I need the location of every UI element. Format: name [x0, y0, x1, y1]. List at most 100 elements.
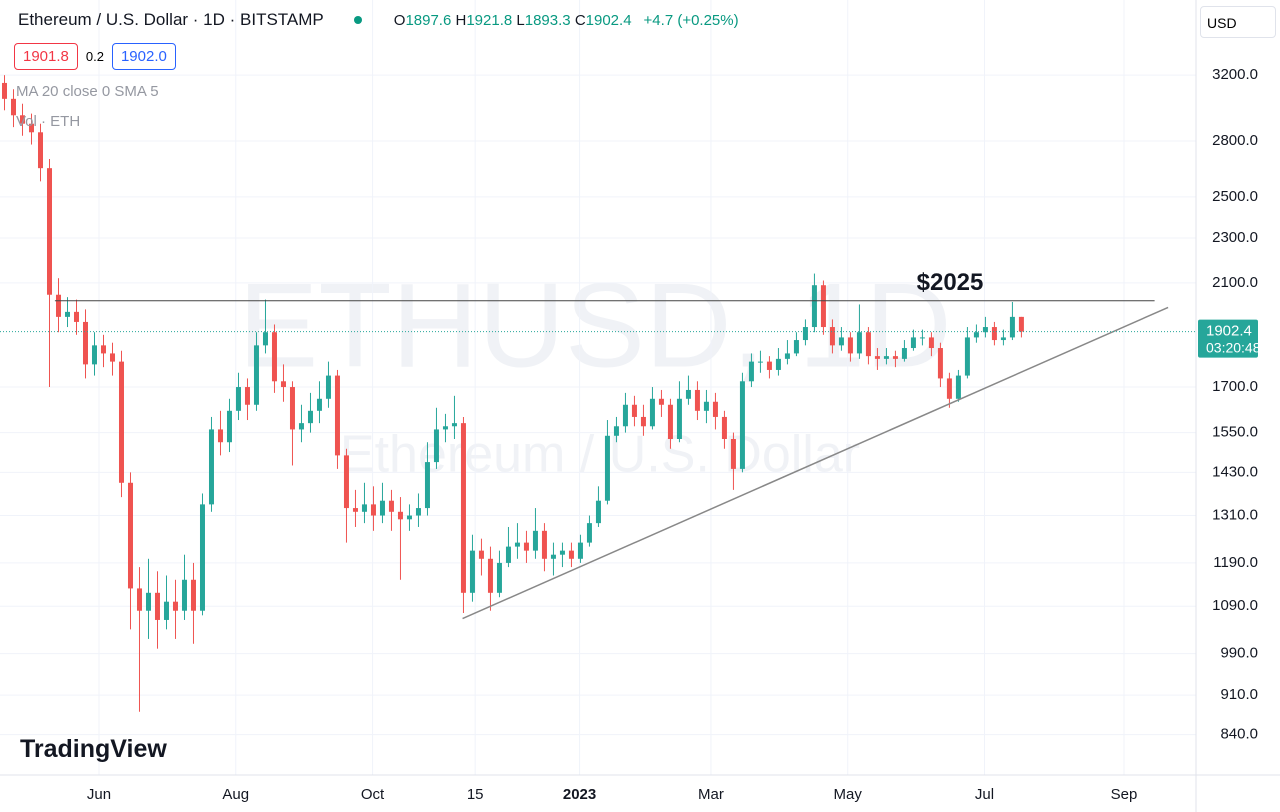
ohlc-value: 1897.6 [405, 11, 452, 29]
candle-body [838, 337, 844, 346]
last-price-tag [1198, 319, 1258, 358]
market-status [353, 16, 362, 24]
candle-body [757, 361, 763, 363]
currency-select[interactable]: USD [1200, 6, 1276, 38]
candle-body [280, 381, 286, 388]
y-tick-label: 1090.0 [1212, 597, 1258, 614]
y-tick-label: 910.0 [1220, 686, 1258, 703]
candle-body [739, 381, 745, 469]
ohlc-key: O [393, 11, 406, 29]
candle-body [163, 601, 169, 620]
symbol[interactable]: Ethereum / U.S. Dollar · 1D · BITSTAMP [18, 10, 324, 29]
x-tick-label: Mar [698, 786, 724, 803]
y-tick-label: 1700.0 [1212, 378, 1258, 395]
candle-body [946, 378, 952, 399]
candle-body [586, 523, 592, 543]
y-tick-label: 1310.0 [1212, 507, 1258, 524]
candle-body [865, 332, 871, 357]
spread: 0.2 [85, 49, 104, 64]
candle-body [397, 511, 403, 520]
candle-body [388, 500, 394, 512]
candle-body [568, 550, 574, 559]
candle-body [910, 337, 916, 349]
candle-body [82, 321, 88, 365]
candle-body [442, 426, 448, 430]
candle-body [613, 426, 619, 436]
candle-body [892, 356, 898, 359]
ohlc: O1897.6 H1921.8 L1893.3 C1902.4 [394, 12, 632, 29]
x-tick-label: Aug [222, 786, 249, 803]
candle-body [775, 358, 781, 370]
candle-body [37, 132, 43, 169]
candle-body [694, 389, 700, 411]
candle-body [100, 345, 106, 354]
indicator[interactable]: Vol · ETH [16, 113, 81, 130]
candle-body [1018, 316, 1024, 332]
candle-body [703, 401, 709, 411]
candle-body [352, 508, 358, 512]
candle-body [928, 337, 934, 349]
watermark-name: Ethereum / U.S. Dollar [340, 426, 860, 484]
countdown: 03:20:48 [1206, 339, 1261, 355]
candle-body [91, 345, 97, 365]
candle-body [541, 530, 547, 559]
candle-body [829, 327, 835, 346]
candle-body [73, 311, 79, 322]
candle-body [127, 482, 133, 589]
ohlc-key: C [574, 11, 586, 29]
y-tick-label: 1190.0 [1213, 554, 1258, 571]
candle-body [604, 435, 610, 501]
ohlc-key: H [455, 11, 467, 29]
candle-body [118, 361, 124, 483]
ohlc-value: 1893.3 [524, 11, 571, 29]
candle-body [361, 504, 367, 512]
header: Ethereum / U.S. Dollar · 1D · BITSTAMP O… [18, 10, 739, 30]
candle-body [631, 404, 637, 417]
x-tick-label: Sep [1111, 786, 1138, 803]
candle-body [883, 356, 889, 359]
resistance-label: $2025 [917, 269, 984, 296]
candle-body [370, 504, 376, 516]
candle-body [136, 588, 142, 611]
quote: 1901.8 0.2 1902.0 [14, 43, 176, 70]
candle-body [667, 404, 673, 439]
candle-body [208, 429, 214, 505]
candle-body [811, 285, 817, 328]
y-tick-label: 2100.0 [1212, 274, 1258, 291]
candle-body [289, 387, 295, 430]
candle-body [820, 285, 826, 328]
candle-body [973, 332, 979, 338]
ohlc-value: 1921.8 [466, 11, 513, 29]
logo: TradingView [20, 735, 167, 763]
candle-body [46, 168, 52, 295]
x-tick-label: Jun [87, 786, 111, 803]
candle-body [955, 375, 961, 399]
buy-button[interactable]: 1902.0 [111, 43, 176, 70]
candle-body [802, 327, 808, 341]
candle-body [316, 398, 322, 411]
last-price-label: 1902.4 [1206, 323, 1252, 340]
candle-body [712, 401, 718, 417]
candle-body [10, 98, 16, 116]
candle-body [847, 337, 853, 354]
candle-body [406, 515, 412, 520]
x-tick-label: Oct [361, 786, 385, 803]
y-tick-label: 2800.0 [1212, 132, 1258, 149]
indicator[interactable]: MA 20 close 0 SMA 5 [16, 83, 159, 100]
sell-button[interactable]: 1901.8 [14, 43, 78, 70]
x-tick-label: Jul [975, 786, 994, 803]
candle-body [28, 123, 34, 133]
candle-body [469, 550, 475, 593]
candle-body [379, 500, 385, 516]
y-tick-label: 1430.0 [1212, 463, 1258, 480]
candle-body [244, 387, 250, 405]
trend-line [462, 306, 1169, 620]
y-tick-label: 2300.0 [1212, 229, 1258, 246]
candle-body [262, 332, 268, 346]
candle-body [523, 542, 529, 551]
candle-body [649, 398, 655, 427]
candle-body [532, 530, 538, 551]
candle-body [748, 361, 754, 382]
candle-body [1, 82, 7, 99]
